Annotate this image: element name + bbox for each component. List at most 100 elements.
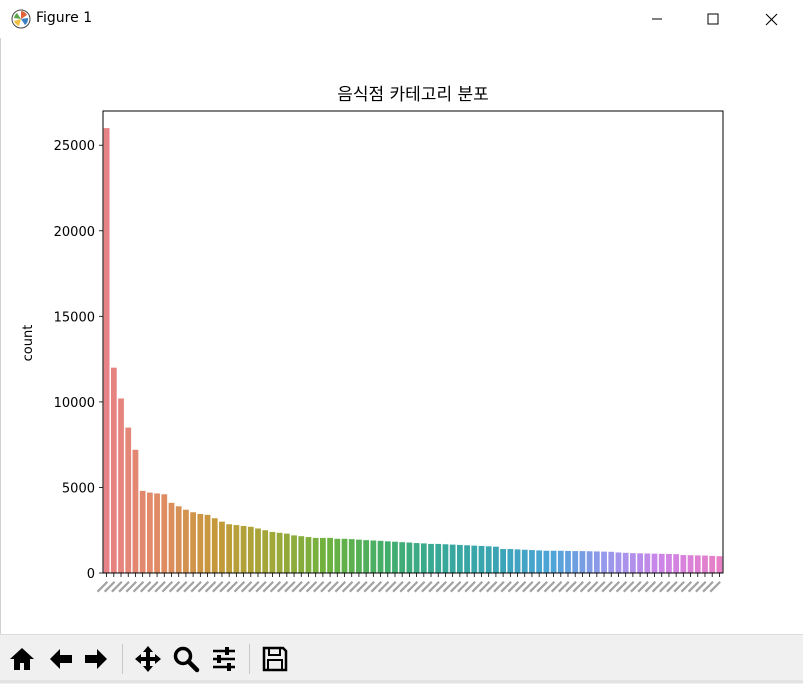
- bar: [226, 524, 233, 573]
- bar: [406, 542, 413, 573]
- back-button[interactable]: [44, 642, 78, 676]
- bar: [622, 552, 629, 573]
- bar: [680, 555, 687, 573]
- bar: [197, 513, 204, 573]
- close-icon: [765, 13, 777, 25]
- floppy-disk-icon: [262, 646, 288, 672]
- bar: [305, 537, 312, 573]
- x-tick-label-glyph: [118, 581, 130, 593]
- minimize-button[interactable]: [628, 0, 686, 38]
- figure-canvas: 음식점 카테고리 분포 count 0 5000 10000 15000 20000 25…: [0, 38, 803, 634]
- bar: [529, 550, 535, 573]
- x-tick-label-glyph: [579, 581, 592, 593]
- y-tick-label: 10000: [54, 396, 95, 411]
- arrow-right-icon: [85, 649, 107, 669]
- bar: [521, 549, 528, 573]
- x-tick-label-glyph: [197, 581, 210, 593]
- x-tick-label-glyph: [139, 581, 152, 593]
- bar: [543, 550, 550, 573]
- x-tick-label-glyph: [176, 581, 188, 593]
- x-tick-label-glyph: [435, 581, 447, 593]
- x-tick-label-glyph: [471, 581, 484, 593]
- plot-frame: [102, 110, 724, 574]
- x-tick-label-glyph: [464, 580, 476, 593]
- x-tick-label-glyph: [132, 580, 145, 593]
- x-tick-label-glyph: [522, 581, 534, 593]
- bar: [348, 539, 355, 573]
- bar-chart: 음식점 카테고리 분포 count 0 5000 10000 15000 20000 25…: [21, 85, 724, 593]
- bar: [413, 543, 420, 573]
- bar: [370, 540, 377, 573]
- x-tick-label-glyph: [565, 581, 577, 593]
- bar: [392, 541, 398, 573]
- bar: [586, 551, 593, 573]
- bar: [118, 398, 124, 573]
- navigation-toolbar: [0, 634, 803, 684]
- bar: [673, 554, 680, 573]
- bar: [269, 531, 276, 573]
- maximize-button[interactable]: [684, 0, 742, 38]
- x-tick-label-glyph: [168, 581, 181, 593]
- bar: [154, 493, 160, 573]
- bar: [449, 544, 456, 573]
- bar: [255, 528, 261, 573]
- x-tick-label-glyph: [514, 580, 527, 593]
- x-tick-label-glyph: [536, 580, 548, 593]
- maximize-icon: [707, 13, 719, 25]
- bar: [464, 545, 470, 573]
- y-axis-label: count: [21, 325, 36, 362]
- bar: [219, 521, 225, 573]
- forward-button[interactable]: [79, 642, 113, 676]
- save-button[interactable]: [258, 642, 292, 676]
- x-tick-label-glyph: [312, 581, 325, 593]
- home-icon: [10, 648, 34, 670]
- x-axis-ticks: [96, 573, 721, 593]
- x-tick-label-glyph: [219, 581, 231, 593]
- x-tick-label-glyph: [449, 581, 462, 593]
- home-button[interactable]: [5, 642, 39, 676]
- window-titlebar: Figure 1: [0, 0, 803, 38]
- bar: [399, 542, 406, 573]
- bar: [593, 551, 600, 573]
- bar: [190, 512, 196, 573]
- pan-button[interactable]: [131, 642, 165, 676]
- close-button[interactable]: [742, 0, 800, 38]
- x-tick-label-glyph: [406, 581, 419, 593]
- x-tick-label-glyph: [204, 581, 217, 593]
- configure-subplots-button[interactable]: [207, 642, 241, 676]
- x-tick-label-glyph: [543, 581, 556, 593]
- y-tick-label: 15000: [54, 310, 95, 325]
- x-tick-label-glyph: [622, 581, 635, 593]
- zoom-button[interactable]: [169, 642, 203, 676]
- bar: [572, 551, 579, 573]
- x-tick-label-glyph: [644, 581, 657, 593]
- x-tick-label-glyph: [147, 581, 159, 593]
- bar: [694, 555, 701, 573]
- x-tick-label-glyph: [695, 581, 707, 593]
- x-tick-label-glyph: [558, 581, 570, 593]
- bar: [247, 526, 254, 573]
- x-tick-label-glyph: [428, 581, 440, 593]
- x-tick-label-glyph: [233, 580, 246, 593]
- move-icon: [135, 646, 161, 672]
- arrow-left-icon: [50, 649, 72, 669]
- x-tick-label-glyph: [103, 581, 116, 593]
- bar: [471, 545, 478, 573]
- x-tick-label-glyph: [276, 581, 289, 593]
- x-tick-label-glyph: [349, 581, 361, 593]
- x-tick-label-glyph: [666, 581, 678, 593]
- bar: [651, 553, 658, 573]
- y-tick-label: 5000: [62, 481, 95, 496]
- x-tick-label-glyph: [377, 581, 390, 593]
- bar: [702, 555, 708, 573]
- bar: [637, 553, 643, 573]
- x-tick-label-glyph: [500, 581, 512, 593]
- bar: [420, 543, 427, 573]
- x-tick-label-glyph: [291, 580, 303, 593]
- x-tick-label-glyph: [421, 581, 433, 593]
- x-tick-label-glyph: [392, 581, 404, 593]
- x-tick-label-glyph: [442, 580, 455, 593]
- bar: [240, 525, 247, 573]
- x-tick-label-glyph: [630, 581, 642, 593]
- bar: [716, 556, 723, 573]
